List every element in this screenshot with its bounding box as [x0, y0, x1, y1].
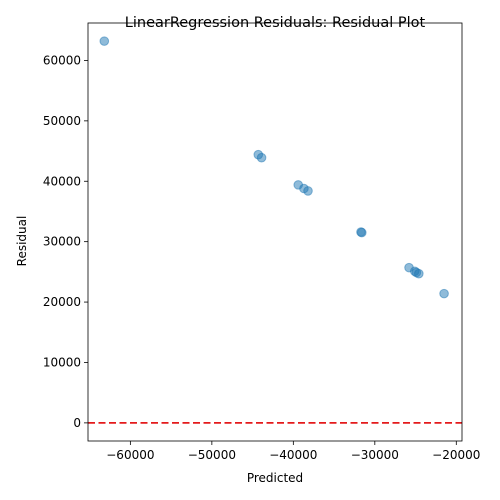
y-tick-label: 60000	[43, 53, 81, 67]
plot-frame	[87, 22, 463, 442]
x-tick-label: −30000	[351, 448, 399, 462]
data-point	[303, 186, 313, 196]
x-tick-label: −20000	[432, 448, 480, 462]
y-tick-label: 10000	[43, 355, 81, 369]
x-axis: −60000 −50000 −40000 −30000 −20000	[106, 441, 480, 462]
x-axis-label: Predicted	[247, 471, 303, 485]
y-axis-label: Residual	[15, 216, 29, 267]
x-tick-label: −60000	[106, 448, 154, 462]
x-tick-label: −50000	[188, 448, 236, 462]
x-tick-label: −40000	[269, 448, 317, 462]
y-tick-label: 50000	[43, 114, 81, 128]
y-tick-label: 40000	[43, 174, 81, 188]
y-tick-label: 0	[73, 416, 81, 430]
data-point	[439, 288, 449, 299]
data-point	[256, 152, 267, 163]
data-point	[414, 268, 424, 279]
data-point	[99, 36, 110, 46]
data-point	[356, 227, 367, 238]
y-tick-label: 20000	[43, 295, 81, 309]
plot-area	[88, 36, 462, 424]
y-tick-label: 30000	[43, 235, 81, 249]
y-axis: 0 10000 20000 30000 40000 50000 60000	[43, 53, 88, 430]
